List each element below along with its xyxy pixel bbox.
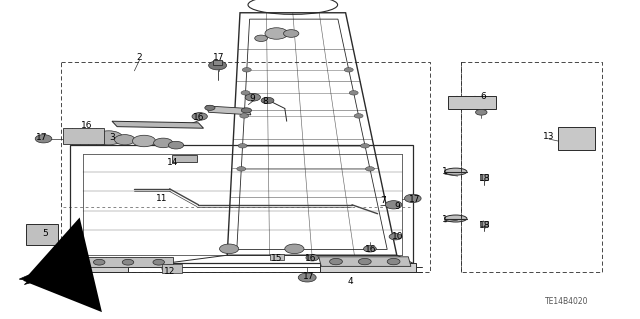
- Circle shape: [354, 114, 363, 118]
- Bar: [213, 60, 222, 65]
- Bar: [558, 127, 595, 150]
- Text: 16: 16: [81, 121, 92, 130]
- Text: 9: 9: [394, 202, 399, 211]
- Text: 17: 17: [303, 272, 314, 281]
- Circle shape: [387, 258, 400, 265]
- Text: 16: 16: [305, 254, 316, 263]
- Circle shape: [93, 259, 105, 265]
- Text: 8: 8: [263, 97, 268, 106]
- Text: 13: 13: [543, 132, 555, 141]
- Circle shape: [385, 201, 402, 209]
- Circle shape: [285, 244, 304, 254]
- Text: 15: 15: [271, 254, 282, 263]
- Circle shape: [265, 28, 288, 39]
- Circle shape: [261, 97, 274, 104]
- Bar: [162, 264, 182, 273]
- Circle shape: [358, 258, 371, 265]
- Circle shape: [122, 259, 134, 265]
- Text: 18: 18: [479, 221, 491, 230]
- Polygon shape: [319, 257, 411, 266]
- Circle shape: [154, 138, 173, 148]
- Circle shape: [240, 114, 249, 118]
- Circle shape: [476, 109, 487, 115]
- Circle shape: [344, 68, 353, 72]
- Polygon shape: [19, 275, 46, 285]
- Bar: [270, 254, 284, 260]
- Circle shape: [238, 144, 247, 148]
- Text: FR.: FR.: [51, 275, 68, 284]
- Circle shape: [241, 91, 250, 95]
- Polygon shape: [83, 257, 173, 267]
- Circle shape: [95, 131, 123, 145]
- Circle shape: [404, 194, 421, 203]
- Text: TE14B4020: TE14B4020: [545, 297, 589, 306]
- Text: 6: 6: [481, 92, 486, 101]
- Text: 10: 10: [392, 232, 404, 241]
- Ellipse shape: [444, 215, 467, 222]
- Text: 7: 7: [380, 196, 385, 205]
- Polygon shape: [112, 121, 204, 128]
- Circle shape: [243, 68, 252, 72]
- Circle shape: [306, 255, 319, 261]
- Text: 11: 11: [156, 194, 168, 203]
- Circle shape: [349, 91, 358, 95]
- Text: 17: 17: [213, 53, 225, 62]
- Text: 12: 12: [164, 267, 175, 276]
- Text: 4: 4: [348, 277, 353, 286]
- Circle shape: [330, 258, 342, 265]
- Text: 18: 18: [479, 174, 491, 183]
- Bar: [26, 224, 58, 245]
- Circle shape: [153, 259, 164, 265]
- Circle shape: [220, 244, 239, 254]
- Circle shape: [168, 141, 184, 149]
- Polygon shape: [63, 263, 128, 272]
- Polygon shape: [320, 263, 416, 272]
- Text: 1: 1: [442, 167, 447, 176]
- Text: 1: 1: [442, 215, 447, 224]
- Circle shape: [209, 61, 227, 70]
- Text: 9: 9: [250, 94, 255, 103]
- Circle shape: [115, 135, 135, 145]
- Text: 2: 2: [137, 53, 142, 62]
- Text: 17: 17: [409, 195, 420, 204]
- Text: 16: 16: [193, 113, 204, 122]
- Circle shape: [241, 108, 252, 113]
- Circle shape: [360, 144, 369, 148]
- Text: 17: 17: [36, 133, 47, 142]
- Text: 3: 3: [109, 133, 115, 142]
- Bar: [480, 221, 488, 226]
- Circle shape: [389, 234, 402, 240]
- Text: 16: 16: [365, 245, 377, 254]
- Circle shape: [298, 273, 316, 282]
- Ellipse shape: [444, 168, 467, 175]
- Circle shape: [245, 93, 260, 101]
- Circle shape: [192, 113, 207, 120]
- Polygon shape: [206, 106, 251, 115]
- Bar: [448, 96, 496, 109]
- Text: 14: 14: [167, 158, 179, 167]
- Circle shape: [205, 105, 215, 110]
- Bar: [172, 155, 197, 162]
- Text: 5: 5: [42, 229, 47, 238]
- Circle shape: [162, 265, 177, 272]
- Circle shape: [35, 135, 52, 143]
- Circle shape: [364, 246, 376, 252]
- Circle shape: [284, 30, 299, 37]
- Bar: [63, 128, 104, 144]
- Circle shape: [132, 135, 156, 147]
- Circle shape: [365, 167, 374, 171]
- Bar: [480, 174, 488, 180]
- Circle shape: [255, 35, 268, 41]
- Circle shape: [237, 167, 246, 171]
